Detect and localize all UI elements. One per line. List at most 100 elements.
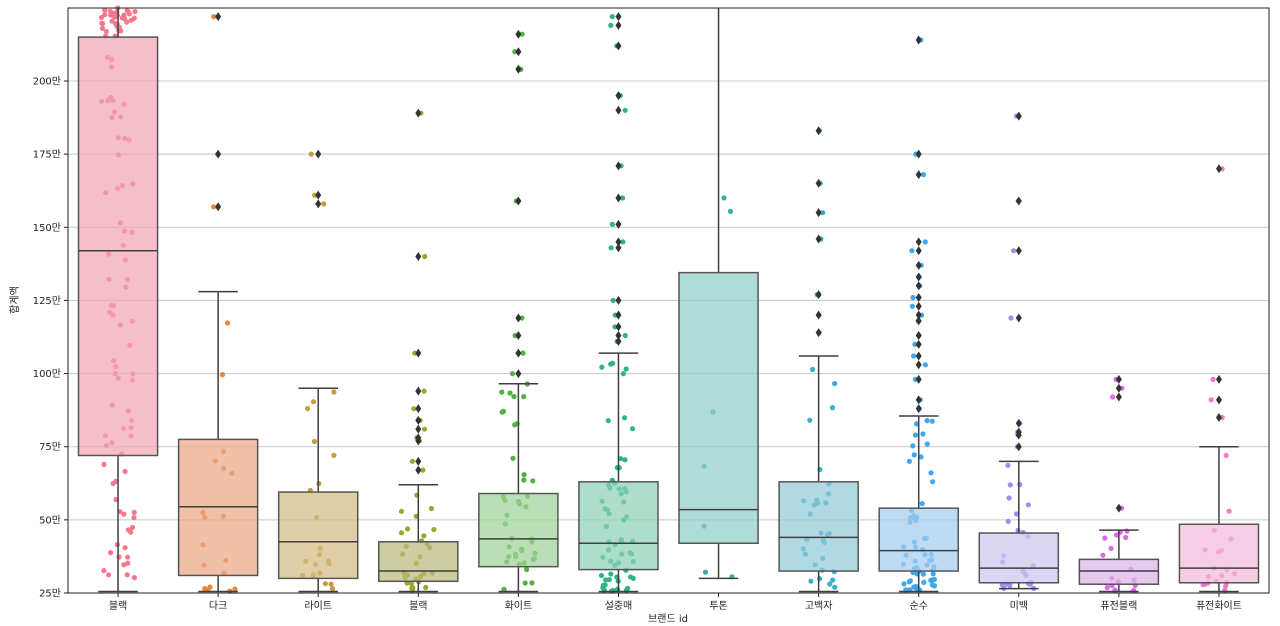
y-tick-label: 175만 <box>33 149 61 161</box>
strip-point <box>521 477 527 483</box>
outlier-diamond <box>1015 246 1022 256</box>
outlier-diamond <box>915 395 922 405</box>
box-iqr <box>277 491 359 580</box>
strip-point <box>606 577 612 583</box>
strip-point <box>512 49 518 55</box>
box-iqr <box>77 36 159 457</box>
x-tick-label: 라이트 <box>304 600 332 612</box>
x-tick-label: 블랙 <box>409 600 427 612</box>
strip-point <box>409 585 415 591</box>
outlier-markers <box>215 12 1222 513</box>
outlier-diamond <box>515 313 522 323</box>
strip-point <box>810 366 816 373</box>
strip-point <box>521 394 527 400</box>
strip-point <box>622 332 628 339</box>
box-iqr <box>678 271 759 545</box>
strip-point <box>99 20 106 27</box>
box-iqr <box>478 492 559 568</box>
strip-point <box>605 418 611 424</box>
strip-point <box>519 31 525 37</box>
strip-point <box>1008 315 1014 321</box>
y-tick-label: 25만 <box>39 588 61 600</box>
strip-point <box>102 7 108 13</box>
box-iqr <box>978 532 1060 584</box>
strip-point <box>928 470 934 476</box>
strip-point <box>920 172 927 178</box>
strip-point <box>421 388 427 394</box>
strip-point <box>608 245 614 251</box>
strip-point <box>413 513 419 519</box>
strip-point <box>499 389 505 395</box>
strip-point <box>522 580 528 586</box>
outlier-diamond <box>1015 442 1022 452</box>
box-iqr <box>778 481 859 572</box>
outlier-diamond <box>315 190 322 200</box>
x-tick-label: 고백자 <box>805 600 833 612</box>
strip-point <box>224 320 231 326</box>
strip-point <box>625 585 631 591</box>
outlier-diamond <box>815 310 822 320</box>
x-tick-label: 투톤 <box>709 600 727 612</box>
strip-point <box>912 432 919 438</box>
strip-point <box>408 581 414 587</box>
strip-point <box>907 578 913 584</box>
outlier-diamond <box>615 91 622 101</box>
outlier-diamond <box>1015 111 1022 121</box>
strip-point <box>913 583 919 590</box>
outlier-diamond <box>815 234 822 244</box>
strip-point <box>830 577 836 583</box>
strip-point <box>909 248 915 254</box>
strip-point <box>1104 585 1110 591</box>
outlier-diamond <box>915 293 922 303</box>
outlier-diamond <box>1215 374 1222 384</box>
strip-point <box>106 572 112 578</box>
strip-point <box>1011 248 1017 254</box>
strip-point <box>610 360 616 366</box>
strip-point <box>609 14 615 20</box>
strip-point <box>129 524 136 531</box>
strip-point <box>125 527 131 533</box>
strip-point <box>702 569 709 575</box>
strip-point <box>331 452 337 458</box>
strip-point <box>598 572 605 579</box>
outlier-diamond <box>515 64 522 74</box>
outlier-diamond <box>915 170 922 180</box>
strip-point <box>1124 528 1130 534</box>
strip-point <box>121 511 127 517</box>
strip-point <box>110 480 116 487</box>
outlier-diamond <box>915 281 922 291</box>
outlier-diamond <box>915 35 922 45</box>
strip-point <box>501 586 507 593</box>
strip-point <box>510 455 516 461</box>
x-axis-ticks: 블랙 다크 라이트 블랙 화이트 설중매 투톤 고백자 순수 미백 퓨전블랙 퓨전화이트 <box>109 593 1242 612</box>
outlier-diamond <box>615 331 622 341</box>
strip-point <box>829 405 836 411</box>
strip-point <box>620 371 627 377</box>
outlier-diamond <box>615 41 622 51</box>
outlier-diamond <box>1215 412 1222 422</box>
outlier-diamond <box>615 310 622 320</box>
strip-point <box>911 452 917 458</box>
strip-point <box>999 582 1005 588</box>
strip-point <box>311 438 317 445</box>
strip-point <box>1025 502 1031 508</box>
strip-point <box>530 478 536 484</box>
strip-point <box>131 15 137 21</box>
strip-point <box>500 408 507 414</box>
outlier-diamond <box>915 272 922 282</box>
strip-point <box>109 18 115 24</box>
outlier-diamond <box>315 149 322 159</box>
outlier-diamond <box>615 12 622 22</box>
outlier-diamond <box>515 348 522 358</box>
x-tick-label: 다크 <box>209 600 227 612</box>
y-axis-ticks: 25만 50만 75만 100만 125만 150만 175만 200만 <box>33 76 68 600</box>
outlier-diamond <box>615 336 622 346</box>
outlier-diamond <box>515 47 522 57</box>
strip-point <box>901 581 907 587</box>
outlier-diamond <box>215 12 222 22</box>
box-iqr <box>1178 523 1260 584</box>
strip-point <box>929 418 935 424</box>
strip-point <box>114 21 120 27</box>
strip-point <box>603 577 609 583</box>
